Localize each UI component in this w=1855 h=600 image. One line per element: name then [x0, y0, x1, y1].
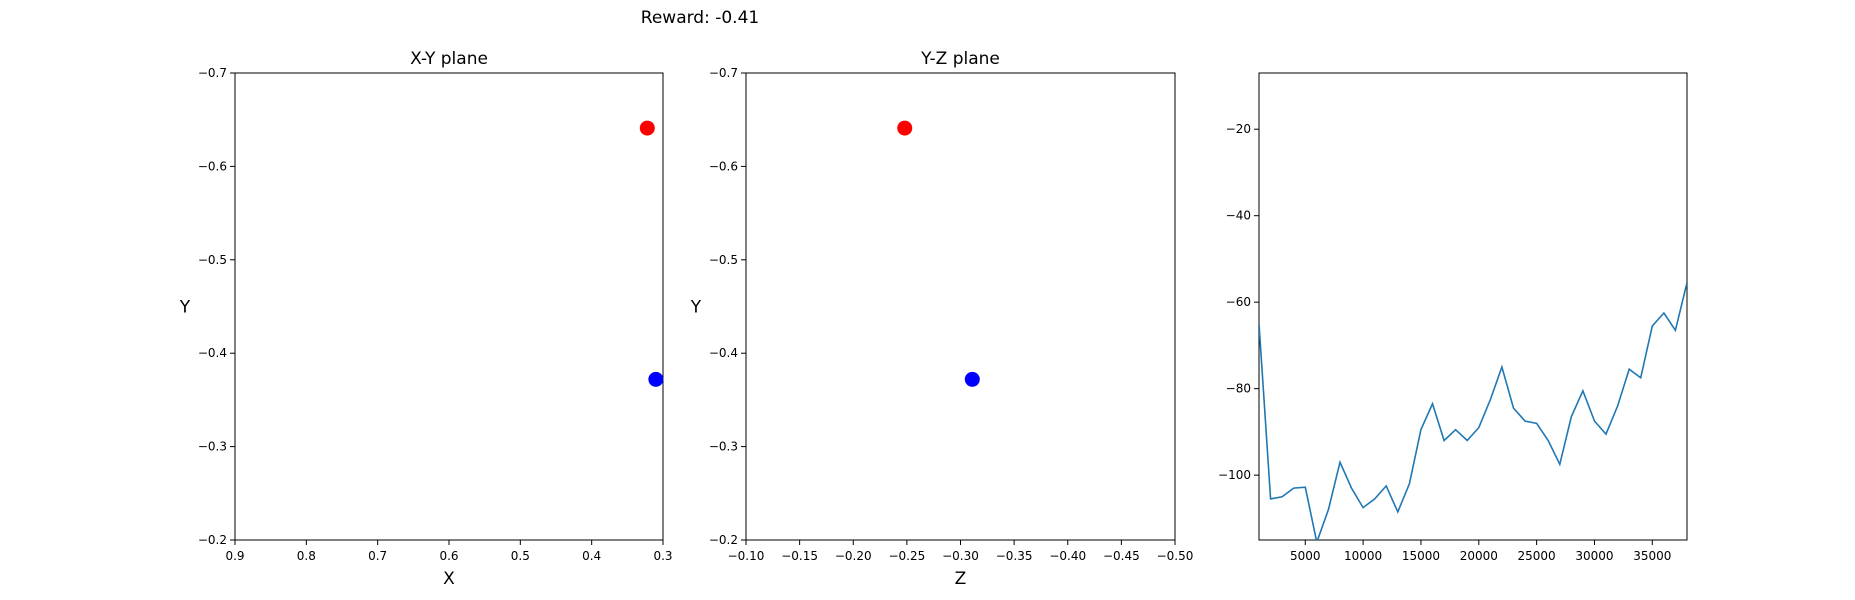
- y-tick-label: −0.5: [709, 253, 738, 267]
- panel-title: Y-Z plane: [920, 49, 1000, 69]
- x-axis-label: X: [443, 569, 455, 589]
- x-tick-label: 15000: [1402, 549, 1440, 563]
- chart-panel-1: 0.9 0.8 0.7 0.6 0.5 0.4 0.3 −0.2 −0.3 −0.4 −0.5 −0.…: [179, 49, 673, 589]
- panel-title: X-Y plane: [410, 49, 488, 69]
- y-tick-label: −0.3: [198, 440, 227, 454]
- x-tick-label: −0.50: [1157, 549, 1194, 563]
- x-tick-label: −0.25: [888, 549, 925, 563]
- x-tick-label: 0.6: [439, 549, 458, 563]
- y-tick-label: −0.3: [709, 440, 738, 454]
- x-tick-label: 35000: [1633, 549, 1671, 563]
- y-tick-label: −100: [1218, 468, 1251, 482]
- axes-frame: [234, 72, 664, 541]
- y-axis-label: Y: [179, 298, 191, 318]
- figure-suptitle: Reward: -0.41: [640, 8, 760, 28]
- y-tick-label: −0.2: [709, 533, 738, 547]
- scatter-point-1: [897, 120, 913, 136]
- chart-panel-3: 5000 10000 15000 20000 25000 30000 35000 −20 −40…: [1218, 72, 1688, 563]
- axes-frame: [1258, 72, 1688, 541]
- x-tick-label: −0.30: [942, 549, 979, 563]
- x-tick-label: −0.15: [781, 549, 818, 563]
- x-tick-label: −0.10: [728, 549, 765, 563]
- y-tick-label: −0.4: [198, 346, 227, 360]
- y-tick-label: −0.7: [198, 66, 227, 80]
- x-tick-label: 25000: [1518, 549, 1556, 563]
- y-tick-label: −40: [1226, 209, 1251, 223]
- x-axis-label: Z: [955, 569, 967, 589]
- x-tick-label: 0.9: [225, 549, 244, 563]
- x-tick-label: 30000: [1575, 549, 1613, 563]
- x-tick-label: −0.35: [996, 549, 1033, 563]
- y-tick-label: −80: [1226, 382, 1251, 396]
- x-tick-label: 0.4: [582, 549, 601, 563]
- y-tick-label: −0.2: [198, 533, 227, 547]
- y-tick-label: −20: [1226, 122, 1251, 136]
- reward-series-line: [1259, 282, 1687, 540]
- x-tick-label: −0.45: [1103, 549, 1140, 563]
- x-tick-label: −0.20: [835, 549, 872, 563]
- x-tick-label: 0.3: [653, 549, 672, 563]
- y-tick-label: −0.6: [709, 159, 738, 173]
- x-tick-label: 0.8: [297, 549, 316, 563]
- x-tick-label: 20000: [1460, 549, 1498, 563]
- x-tick-label: 10000: [1344, 549, 1382, 563]
- chart-panel-2: −0.10 −0.15 −0.20 −0.25 −0.30 −0.35 −0.40 −0.45…: [690, 49, 1194, 589]
- scatter-point-2: [648, 371, 664, 387]
- y-tick-label: −0.4: [709, 346, 738, 360]
- axes-frame: [745, 72, 1176, 541]
- scatter-point-1: [639, 120, 655, 136]
- x-tick-label: 0.5: [511, 549, 530, 563]
- y-tick-label: −0.6: [198, 159, 227, 173]
- y-axis-label: Y: [690, 298, 702, 318]
- x-tick-label: 0.7: [368, 549, 387, 563]
- y-tick-label: −0.5: [198, 253, 227, 267]
- x-tick-label: 5000: [1290, 549, 1321, 563]
- y-tick-label: −60: [1226, 295, 1251, 309]
- scatter-point-2: [964, 371, 980, 387]
- y-tick-label: −0.7: [709, 66, 738, 80]
- x-tick-label: −0.40: [1049, 549, 1086, 563]
